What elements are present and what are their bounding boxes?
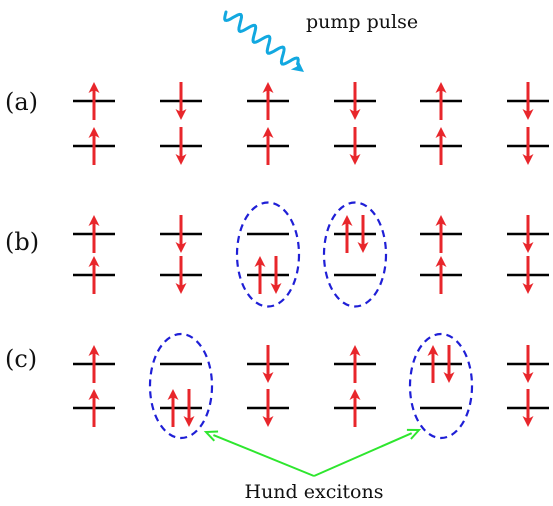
spin-up-arrow	[262, 127, 274, 165]
spin-down-arrow	[357, 215, 369, 253]
pointer-arrow	[203, 430, 315, 477]
hund-excitons-label: Hund excitons	[245, 481, 384, 503]
pointer-arrow	[313, 428, 422, 477]
spin-down-arrow	[349, 82, 361, 120]
exciton-pointers	[203, 428, 422, 477]
spin-up-arrow	[435, 82, 447, 120]
spin-up-arrow	[262, 82, 274, 120]
exciton-ring	[322, 201, 388, 308]
exciton-rings	[148, 201, 474, 440]
spin-up-arrow	[349, 389, 361, 427]
spin-down-arrow	[522, 389, 534, 427]
spin-down-arrow	[522, 127, 534, 165]
spin-up-arrow	[88, 345, 100, 383]
spin-down-arrow	[349, 127, 361, 165]
spin-up-arrow	[435, 215, 447, 253]
spin-up-arrow	[427, 345, 439, 383]
row-label-c: (c)	[5, 345, 37, 373]
spin-up-arrow	[88, 82, 100, 120]
spin-up-arrow	[88, 127, 100, 165]
row-label-b: (b)	[5, 228, 39, 256]
spin-down-arrow	[522, 345, 534, 383]
spin-up-arrow	[349, 345, 361, 383]
row-label-a: (a)	[5, 88, 38, 116]
spin-up-arrow	[341, 215, 353, 253]
energy-levels	[73, 99, 549, 410]
spin-down-arrow	[443, 345, 455, 383]
spin-up-arrow	[167, 389, 179, 427]
spin-down-arrow	[270, 256, 282, 294]
spin-down-arrow	[183, 389, 195, 427]
spin-up-arrow	[254, 256, 266, 294]
spin-up-arrow	[88, 256, 100, 294]
spin-down-arrow	[262, 389, 274, 427]
spin-down-arrow	[522, 215, 534, 253]
spin-down-arrow	[175, 127, 187, 165]
spin-down-arrow	[175, 82, 187, 120]
exciton-ring	[148, 332, 214, 440]
spin-arrows	[88, 82, 534, 427]
exciton-ring	[235, 201, 301, 308]
pump-pulse-icon	[223, 10, 304, 72]
pump-pulse-label: pump pulse	[306, 11, 418, 33]
spin-up-arrow	[435, 256, 447, 294]
spin-up-arrow	[88, 215, 100, 253]
spin-down-arrow	[175, 256, 187, 294]
spin-up-arrow	[88, 389, 100, 427]
spin-down-arrow	[522, 82, 534, 120]
spin-down-arrow	[522, 256, 534, 294]
spin-down-arrow	[262, 345, 274, 383]
spin-up-arrow	[435, 127, 447, 165]
spin-down-arrow	[175, 215, 187, 253]
exciton-ring	[408, 332, 474, 440]
